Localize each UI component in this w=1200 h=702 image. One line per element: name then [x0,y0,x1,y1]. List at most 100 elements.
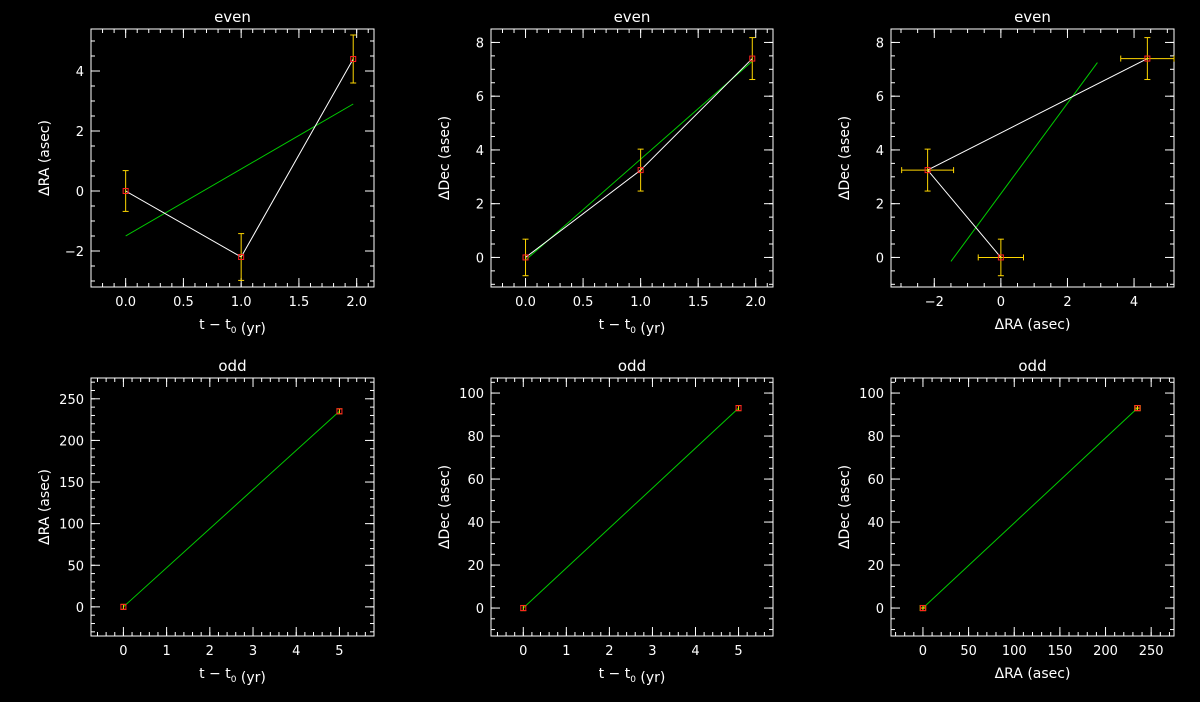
y-tick-label: 200 [59,434,84,449]
y-tick-label: 40 [867,516,884,531]
errorbar [637,148,644,192]
x-tick-label: 5 [734,644,742,659]
x-tick-label: 3 [648,644,656,659]
data-point [735,405,742,412]
y-tick-label: 20 [867,559,884,574]
errorbar [977,238,1025,277]
errorbar [522,238,529,277]
minor-ticks [491,28,773,287]
x-tick-label: 0 [519,644,527,659]
y-tick-label: 6 [876,90,884,105]
x-tick-label: 1.0 [231,295,252,310]
panel-title: even [614,8,651,26]
x-tick-label: 200 [1093,644,1118,659]
y-tick-label: 2 [76,125,84,140]
y-axis-label: ΔDec (asec) [837,465,853,549]
y-tick-label: 60 [867,473,884,488]
data-point [1134,405,1141,412]
y-tick-label: 80 [467,430,484,445]
x-tick-label: 100 [1002,644,1027,659]
plot-frame [890,377,1175,637]
data-point [997,254,1004,261]
x-tick-label: 1.5 [289,295,310,310]
x-axis-label: ΔRA (asec) [995,666,1071,682]
data-point [520,605,527,612]
y-tick-label: 60 [467,473,484,488]
x-tick-label: 1 [562,644,570,659]
fit-line [123,410,340,608]
y-tick-label: 150 [59,476,84,491]
x-tick-label: 0.5 [173,295,194,310]
y-tick-label: 100 [859,387,884,402]
x-axis-label: t − t0 (yr) [599,317,666,337]
y-tick-label: −2 [65,245,84,260]
minor-ticks [891,378,1174,636]
data-point [122,188,129,194]
x-axis-label: t − t0 (yr) [599,666,666,686]
panel-title: even [214,8,251,26]
data-point [637,167,644,174]
y-tick-label: 0 [476,602,484,617]
y-axis-label: ΔRA (asec) [37,120,53,196]
y-tick-label: 0 [876,602,884,617]
panel-2: 0.0 0.5 1.0 1.5 2.0 0 2 4 6 8 even t − t0 (yr) ΔDec … [437,8,774,337]
x-tick-label: 2 [1063,295,1071,310]
panel-1: 0.0 0.5 1.0 1.5 2.0 −2 0 2 4 even t − t0 (yr) ΔRA (… [37,8,375,337]
x-tick-label: 1 [162,644,170,659]
x-tick-label: 1.5 [688,295,709,310]
x-tick-label: 4 [1130,295,1138,310]
y-axis-label: ΔDec (asec) [437,465,453,549]
plot-frame [890,28,1175,288]
errorbar [1120,37,1175,81]
plot-frame [90,28,375,288]
fit-line [125,103,354,237]
plot-frame [490,28,774,288]
panel-5: 0 1 2 3 4 5 0 20 40 60 80 100 odd t − t0 (yr) ΔDec (as… [437,357,774,686]
x-tick-label: 250 [1139,644,1164,659]
y-tick-label: 4 [876,144,884,159]
x-axis-label: t − t0 (yr) [199,317,266,337]
y-tick-label: 50 [67,559,84,574]
x-tick-label: −2 [925,295,944,310]
fit-line [525,60,753,261]
x-tick-label: 5 [335,644,343,659]
x-tick-label: 2.0 [346,295,367,310]
x-tick-label: 1.0 [630,295,651,310]
x-tick-label: 4 [292,644,300,659]
errorbar [901,148,955,192]
x-tick-label: 2 [206,644,214,659]
x-axis-label: ΔRA (asec) [995,317,1071,333]
minor-ticks [891,28,1174,287]
x-tick-label: 0 [919,644,927,659]
data-point [749,55,756,62]
y-tick-label: 8 [876,36,884,51]
fit-line [922,407,1138,609]
y-axis-label: ΔRA (asec) [37,469,53,545]
data-point [350,56,357,62]
data-line [525,58,753,258]
y-tick-label: 0 [876,251,884,266]
y-tick-label: 0 [76,185,84,200]
x-tick-label: 2.0 [745,295,766,310]
panel-title: odd [618,357,646,375]
errorbar [749,37,756,81]
data-point [919,605,926,612]
x-tick-label: 0 [119,644,127,659]
errorbar [122,170,129,212]
y-tick-label: 8 [476,36,484,51]
data-point [120,603,127,610]
y-tick-label: 80 [867,430,884,445]
y-tick-label: 40 [467,516,484,531]
x-tick-label: 0.0 [515,295,536,310]
x-tick-label: 2 [605,644,613,659]
y-tick-label: 4 [476,144,484,159]
panel-title: odd [1018,357,1046,375]
y-axis-label: ΔDec (asec) [437,116,453,200]
y-tick-label: 100 [59,518,84,533]
y-tick-label: 250 [59,393,84,408]
fit-line [522,407,739,609]
data-point [924,167,931,174]
panel-title: even [1014,8,1051,26]
